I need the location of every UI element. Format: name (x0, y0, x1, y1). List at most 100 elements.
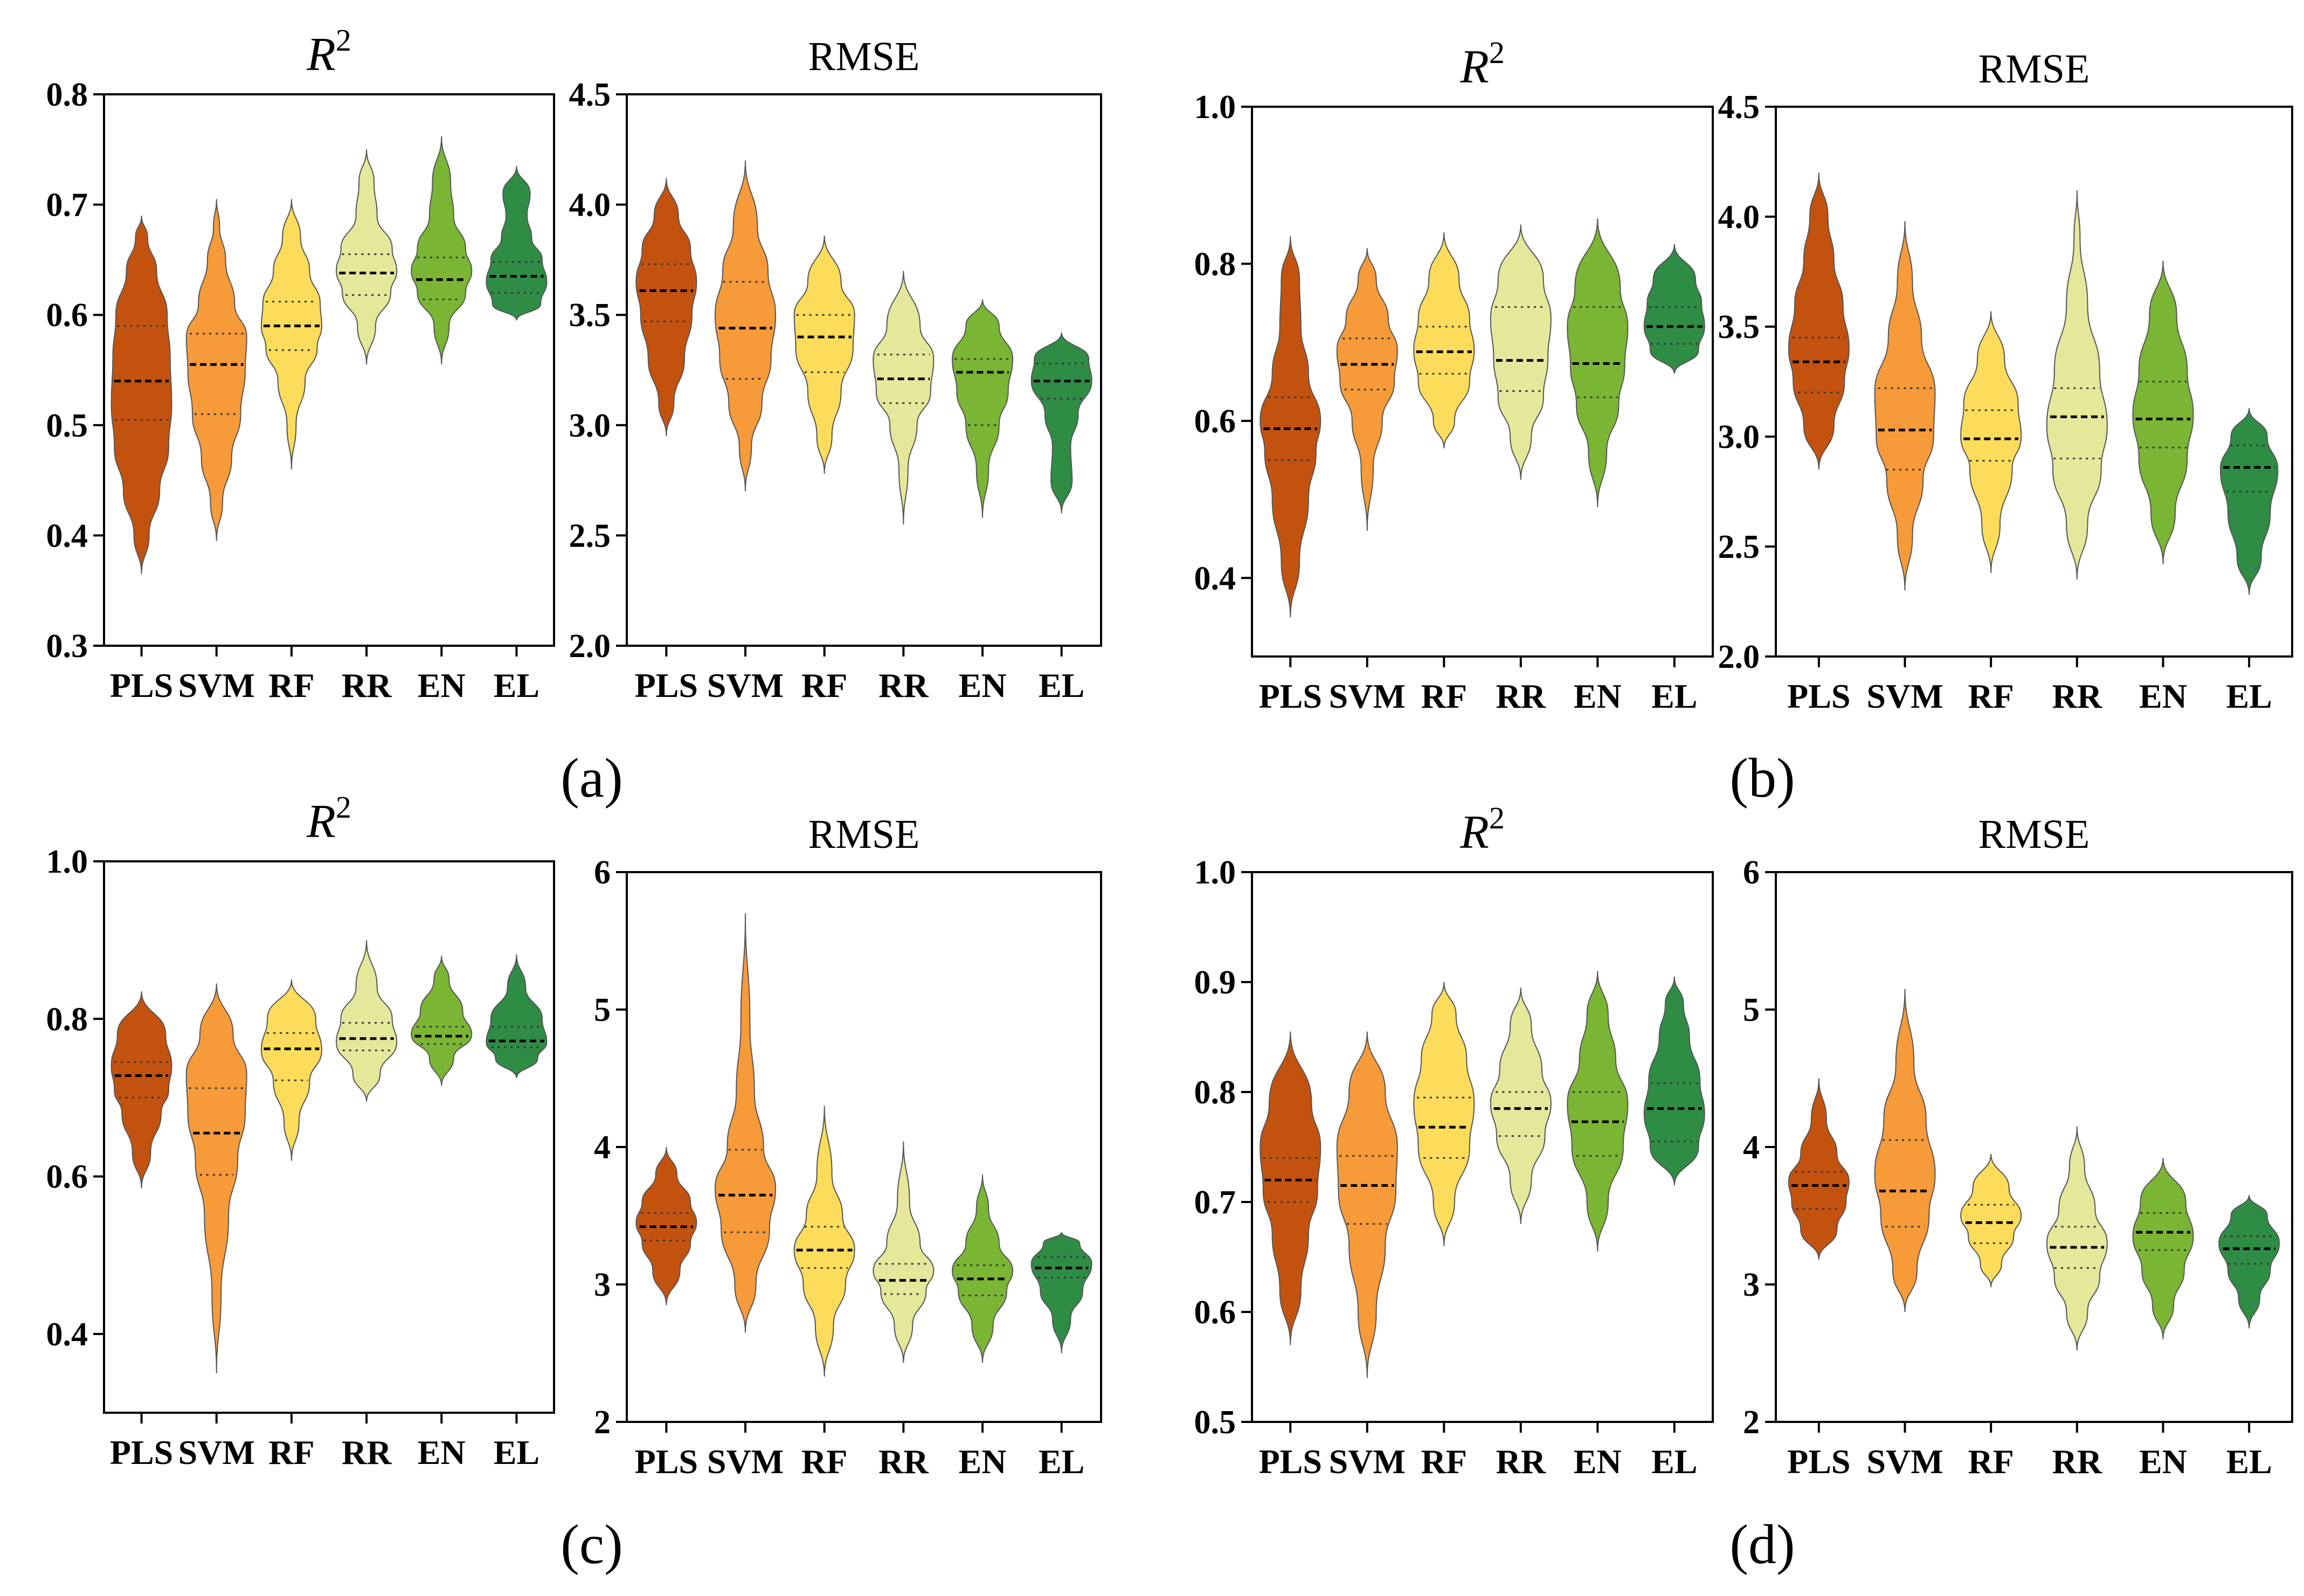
y-tick-label: 2.0 (1718, 639, 1760, 675)
violin-svm (714, 913, 777, 1333)
category-label-rr: RR (878, 1442, 929, 1481)
violin-pls (635, 177, 697, 437)
violin-rf (1413, 232, 1475, 448)
category-label-rr: RR (342, 666, 392, 704)
y-tick-label: 3 (1743, 1267, 1760, 1303)
violin-rr (873, 270, 935, 524)
y-tick-label: 3.0 (1718, 419, 1760, 455)
y-tick-label: 0.4 (46, 517, 88, 554)
category-label-pls: PLS (1787, 1442, 1850, 1481)
chart-b-r2: 0.4 0.6 0.8 1.0 R2 PLS SVM RF RR EN EL (1194, 35, 1714, 715)
chart-title: R2 (306, 23, 351, 81)
category-label-pls: PLS (110, 666, 173, 704)
violin-svm (714, 160, 777, 492)
category-label-el: EL (1039, 666, 1084, 704)
y-tick-label: 0.8 (1194, 1074, 1236, 1111)
violin-rf (260, 198, 322, 469)
violin-rr (1490, 224, 1552, 480)
violin-en (951, 1174, 1014, 1363)
category-label-rf: RF (1421, 1442, 1467, 1481)
violin-en (951, 299, 1014, 518)
panel-label-d: (d) (1729, 1514, 1795, 1576)
category-label-el: EL (1651, 677, 1697, 715)
plot-frame (626, 93, 1102, 647)
category-label-el: EL (1039, 1442, 1084, 1481)
y-tick-label: 0.9 (1194, 964, 1236, 1001)
category-label-rf: RF (1968, 677, 2014, 715)
plot-frame (103, 93, 555, 647)
y-tick-label: 2 (1743, 1404, 1760, 1441)
chart-d-r2: 0.5 0.6 0.7 0.8 0.9 1.0 R2 PLS SVM RF RR EN EL (1194, 800, 1714, 1481)
chart-title: R2 (306, 790, 351, 848)
y-tick-label: 0.7 (1194, 1184, 1236, 1221)
violin-rr (873, 1141, 935, 1363)
y-tick-label: 4.0 (569, 187, 611, 224)
y-tick-label: 3 (594, 1267, 611, 1303)
plot-frame (1251, 106, 1714, 658)
category-label-pls: PLS (635, 1442, 698, 1481)
violin-pls (110, 215, 172, 575)
category-label-svm: SVM (707, 666, 784, 704)
category-label-el: EL (1651, 1442, 1697, 1481)
chart-title: R2 (1459, 800, 1505, 859)
y-tick-label: 0.4 (1194, 560, 1236, 597)
violin-rf (260, 979, 322, 1161)
category-label-en: EN (418, 1433, 466, 1471)
violin-en (411, 956, 473, 1086)
violin-rr (2046, 190, 2108, 580)
chart-title: R2 (1459, 35, 1505, 93)
chart-title: RMSE (808, 812, 920, 857)
violin-rr (336, 149, 398, 365)
panel-label-a: (a) (561, 747, 622, 809)
violin-el (1643, 244, 1705, 374)
y-tick-label: 0.8 (46, 77, 88, 113)
violin-svm (1336, 247, 1398, 531)
category-label-en: EN (2139, 1442, 2187, 1481)
violin-rr (336, 939, 398, 1102)
category-label-svm: SVM (1866, 677, 1943, 715)
chart-c-r2: 0.4 0.6 0.8 1.0 R2 PLS SVM RF RR EN EL (46, 790, 555, 1471)
violin-pls (1260, 236, 1321, 618)
category-label-pls: PLS (635, 666, 698, 704)
category-label-en: EN (1574, 1442, 1622, 1481)
violin-rf (793, 1105, 855, 1377)
plot-frame (1775, 871, 2293, 1423)
chart-d-rmse: 2 3 4 5 6 RMSE PLS SVM RF RR EN EL (1743, 812, 2293, 1481)
y-tick-label: 0.6 (46, 297, 88, 334)
violin-el (1030, 1232, 1092, 1353)
category-label-pls: PLS (1787, 677, 1850, 715)
y-tick-label: 0.8 (46, 1001, 88, 1038)
violin-svm (185, 198, 247, 541)
y-tick-label: 0.4 (46, 1316, 88, 1353)
category-label-rf: RF (268, 1433, 314, 1471)
chart-b-rmse: 2.0 2.5 3.0 3.5 4.0 4.5 RMSE PLS SVM RF RR EN EL (1718, 46, 2293, 715)
y-tick-label: 4 (1743, 1129, 1760, 1166)
y-tick-label: 3.5 (1718, 309, 1760, 346)
violin-rr (2046, 1125, 2108, 1351)
category-label-rr: RR (1496, 1442, 1546, 1481)
violin-en (411, 135, 473, 365)
y-tick-label: 0.5 (46, 407, 88, 444)
category-label-rf: RF (1421, 677, 1467, 715)
chart-c-rmse: 2 3 4 5 6 RMSE PLS SVM RF RR EN EL (594, 812, 1102, 1481)
chart-title: RMSE (1978, 46, 2090, 92)
category-label-en: EN (959, 666, 1007, 704)
y-tick-label: 5 (594, 992, 611, 1028)
category-label-rr: RR (1496, 677, 1546, 715)
violin-rf (793, 234, 855, 474)
violin-en (2132, 1157, 2194, 1340)
plot-frame (626, 871, 1102, 1423)
y-tick-label: 0.8 (1194, 246, 1236, 282)
y-tick-label: 3.0 (569, 407, 611, 444)
y-tick-label: 6 (594, 854, 611, 891)
violin-el (1643, 976, 1705, 1186)
y-tick-label: 4.0 (1718, 199, 1760, 236)
y-tick-label: 0.7 (46, 187, 88, 224)
category-label-en: EN (1574, 677, 1622, 715)
category-label-svm: SVM (707, 1442, 784, 1481)
y-tick-label: 1.0 (1194, 89, 1236, 126)
y-tick-label: 2.5 (1718, 529, 1760, 565)
category-label-rf: RF (801, 1442, 847, 1481)
violin-svm (1336, 1031, 1398, 1378)
category-label-pls: PLS (1259, 677, 1322, 715)
